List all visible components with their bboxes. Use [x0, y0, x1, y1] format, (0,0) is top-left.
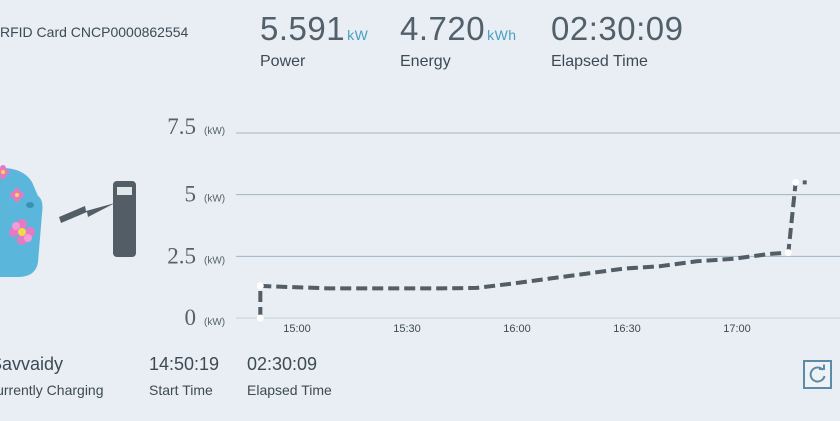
energy-label: Energy — [400, 53, 451, 70]
charger-icon — [113, 181, 136, 257]
y-tick-label: 5 — [185, 182, 197, 207]
series-point — [256, 314, 264, 322]
bottom-elapsed-label: Elapsed Time — [247, 382, 332, 398]
energy-value-wrap: 4.720 kWh — [400, 10, 517, 48]
power-value: 5.591 — [260, 10, 346, 47]
x-tick-label: 15:00 — [283, 323, 311, 335]
elapsed-value-wrap: 02:30:09 — [551, 10, 685, 48]
user-name: Savvaidy — [0, 354, 64, 374]
charging-status: Currently Charging — [0, 382, 104, 398]
elapsed-stat: 02:30:09 Elapsed Time — [551, 10, 685, 71]
start-time-label: Start Time — [149, 382, 213, 398]
flower-icon-2 — [10, 188, 24, 202]
y-tick-unit: (kW) — [204, 317, 225, 328]
series-point — [256, 282, 264, 290]
series-point — [792, 178, 800, 186]
x-tick-label: 16:30 — [613, 323, 641, 335]
y-tick-unit: (kW) — [204, 255, 225, 266]
y-tick-label: 7.5 — [167, 114, 196, 139]
bottom-elapsed-value: 02:30:09 — [247, 354, 318, 374]
power-stat: 5.591 kW Power — [260, 10, 368, 71]
power-unit: kW — [347, 27, 369, 43]
y-tick-label: 2.5 — [167, 243, 196, 268]
energy-stat: 4.720 kWh Energy — [400, 10, 517, 71]
y-tick-unit: (kW) — [204, 194, 225, 205]
series-point — [784, 249, 792, 257]
energy-value: 4.720 — [400, 10, 486, 47]
x-axis: 15:00 15:30 16:00 16:30 17:00 — [283, 323, 751, 335]
elapsed-value: 02:30:09 — [551, 10, 684, 47]
series-line — [258, 180, 807, 318]
y-tick-label: 0 — [185, 305, 197, 330]
refresh-icon — [809, 364, 826, 383]
x-tick-label: 16:00 — [503, 323, 531, 335]
energy-unit: kWh — [487, 27, 517, 43]
flower-icon-3 — [0, 165, 9, 179]
flower-icon-1 — [9, 219, 35, 245]
power-label: Power — [260, 53, 306, 70]
y-axis: 7.5 (kW) 5 (kW) 2.5 (kW) 0 (kW) — [167, 114, 225, 330]
power-value-wrap: 5.591 kW — [260, 10, 368, 48]
start-time-value: 14:50:19 — [149, 354, 220, 374]
elapsed-label: Elapsed Time — [551, 53, 648, 70]
car-illustration — [0, 165, 43, 277]
rfid-card-label: RFID Card CNCP0000862554 — [0, 24, 189, 40]
x-tick-label: 17:00 — [723, 323, 751, 335]
refresh-button[interactable] — [803, 360, 832, 389]
x-tick-label: 15:30 — [393, 323, 421, 335]
y-tick-unit: (kW) — [204, 126, 225, 137]
power-series — [256, 178, 807, 322]
lightning-bolt-icon — [59, 203, 115, 223]
